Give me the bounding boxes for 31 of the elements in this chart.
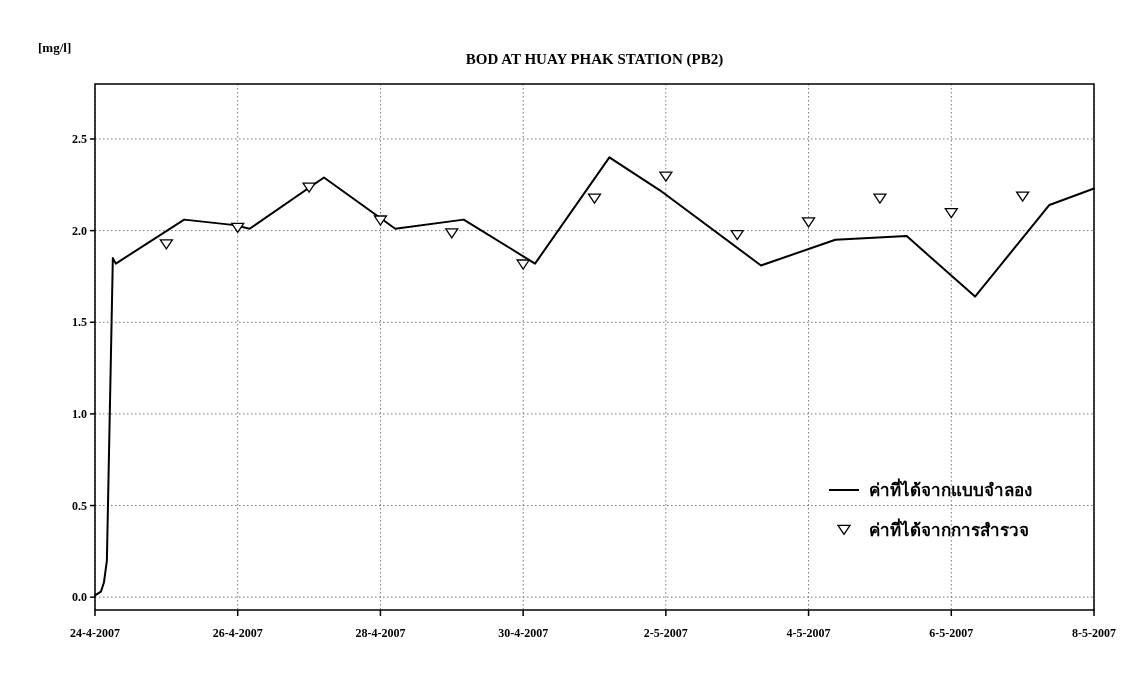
y-tick-label: 2.0 <box>72 223 87 238</box>
point <box>373 215 388 226</box>
chart-title: BOD AT HUAY PHAK STATION (PB2) <box>465 51 724 68</box>
point <box>1015 191 1030 202</box>
x-tick-label: 8-5-2007 <box>1072 626 1116 640</box>
point <box>659 171 673 182</box>
x-tick-label: 28-4-2007 <box>355 626 406 640</box>
y-axis-title: [mg/l] <box>38 40 72 55</box>
x-tick-label: 30-4-2007 <box>498 626 549 640</box>
point <box>516 259 530 270</box>
y-tick-label: 1.5 <box>72 315 87 330</box>
point <box>944 208 958 219</box>
legend-label: ค่าที่ได้จากแบบจำลอง <box>869 478 1032 500</box>
x-tick-label: 24-4-2007 <box>70 626 120 640</box>
y-tick-label: 0.5 <box>72 498 87 513</box>
point <box>445 228 459 239</box>
point <box>730 230 744 241</box>
x-tick-label: 6-5-2007 <box>929 626 974 640</box>
x-tick-label: 26-4-2007 <box>212 626 263 640</box>
x-tick-label: 4-5-2007 <box>786 626 831 640</box>
y-tick-label: 1.0 <box>72 406 87 421</box>
y-tick-label: 0.0 <box>72 590 87 605</box>
x-tick-label: 2-5-2007 <box>643 626 688 640</box>
point <box>302 182 316 193</box>
legend-label: ค่าที่ได้จากการสำรวจ <box>869 518 1029 540</box>
point <box>873 193 887 204</box>
point <box>231 222 245 233</box>
point <box>159 239 174 250</box>
y-tick-label: 2.5 <box>72 131 87 146</box>
point <box>587 193 602 204</box>
point <box>801 217 816 228</box>
